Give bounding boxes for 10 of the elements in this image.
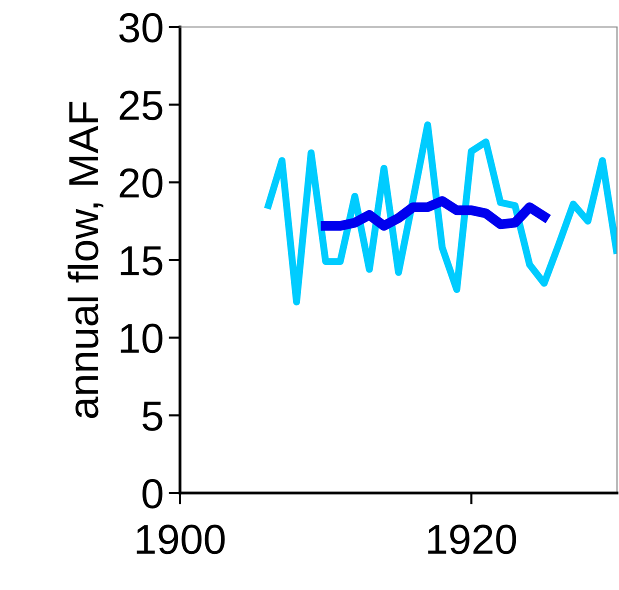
y-axis-title: annual flow, MAF <box>68 102 104 418</box>
y-tick-label: 10 <box>120 324 162 354</box>
y-tick-label: 15 <box>120 246 162 276</box>
y-tick-label: 30 <box>119 13 162 43</box>
y-tick-label: 5 <box>142 402 162 431</box>
y-tick-label: 0 <box>142 479 162 509</box>
y-tick-label: 20 <box>120 168 162 198</box>
y-tick-label: 25 <box>120 90 162 120</box>
x-tick-label: 1900 <box>136 524 225 554</box>
x-tick-label: 1920 <box>428 524 516 554</box>
